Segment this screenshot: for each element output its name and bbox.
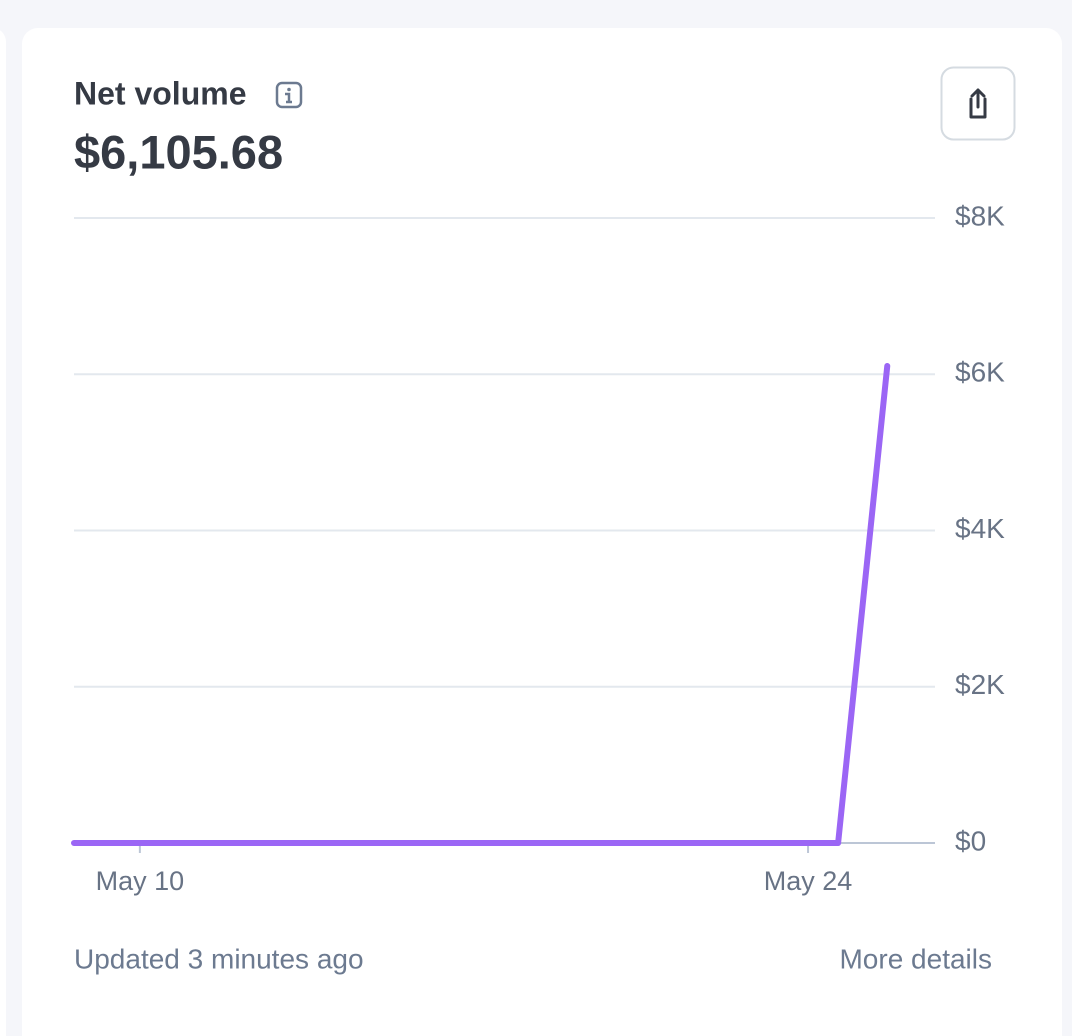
x-tick-label: May 24 [764,866,853,896]
net-volume-line [71,362,891,846]
card-title: Net volume [74,75,246,111]
y-tick-label: $8K [955,200,1005,231]
card [22,28,1062,1036]
amount: $6,105.68 [74,125,283,178]
share-button[interactable] [940,66,1016,141]
side-card [0,30,6,1036]
x-tick-label: May 10 [96,866,185,896]
more-details-link[interactable]: More details [839,943,992,974]
info-icon[interactable] [275,81,303,109]
y-tick-label: $2K [955,669,1005,700]
updated-text: Updated 3 minutes ago [74,943,364,974]
y-tick-label: $0 [955,825,986,856]
y-tick-label: $6K [955,357,1005,388]
y-tick-label: $4K [955,513,1005,544]
